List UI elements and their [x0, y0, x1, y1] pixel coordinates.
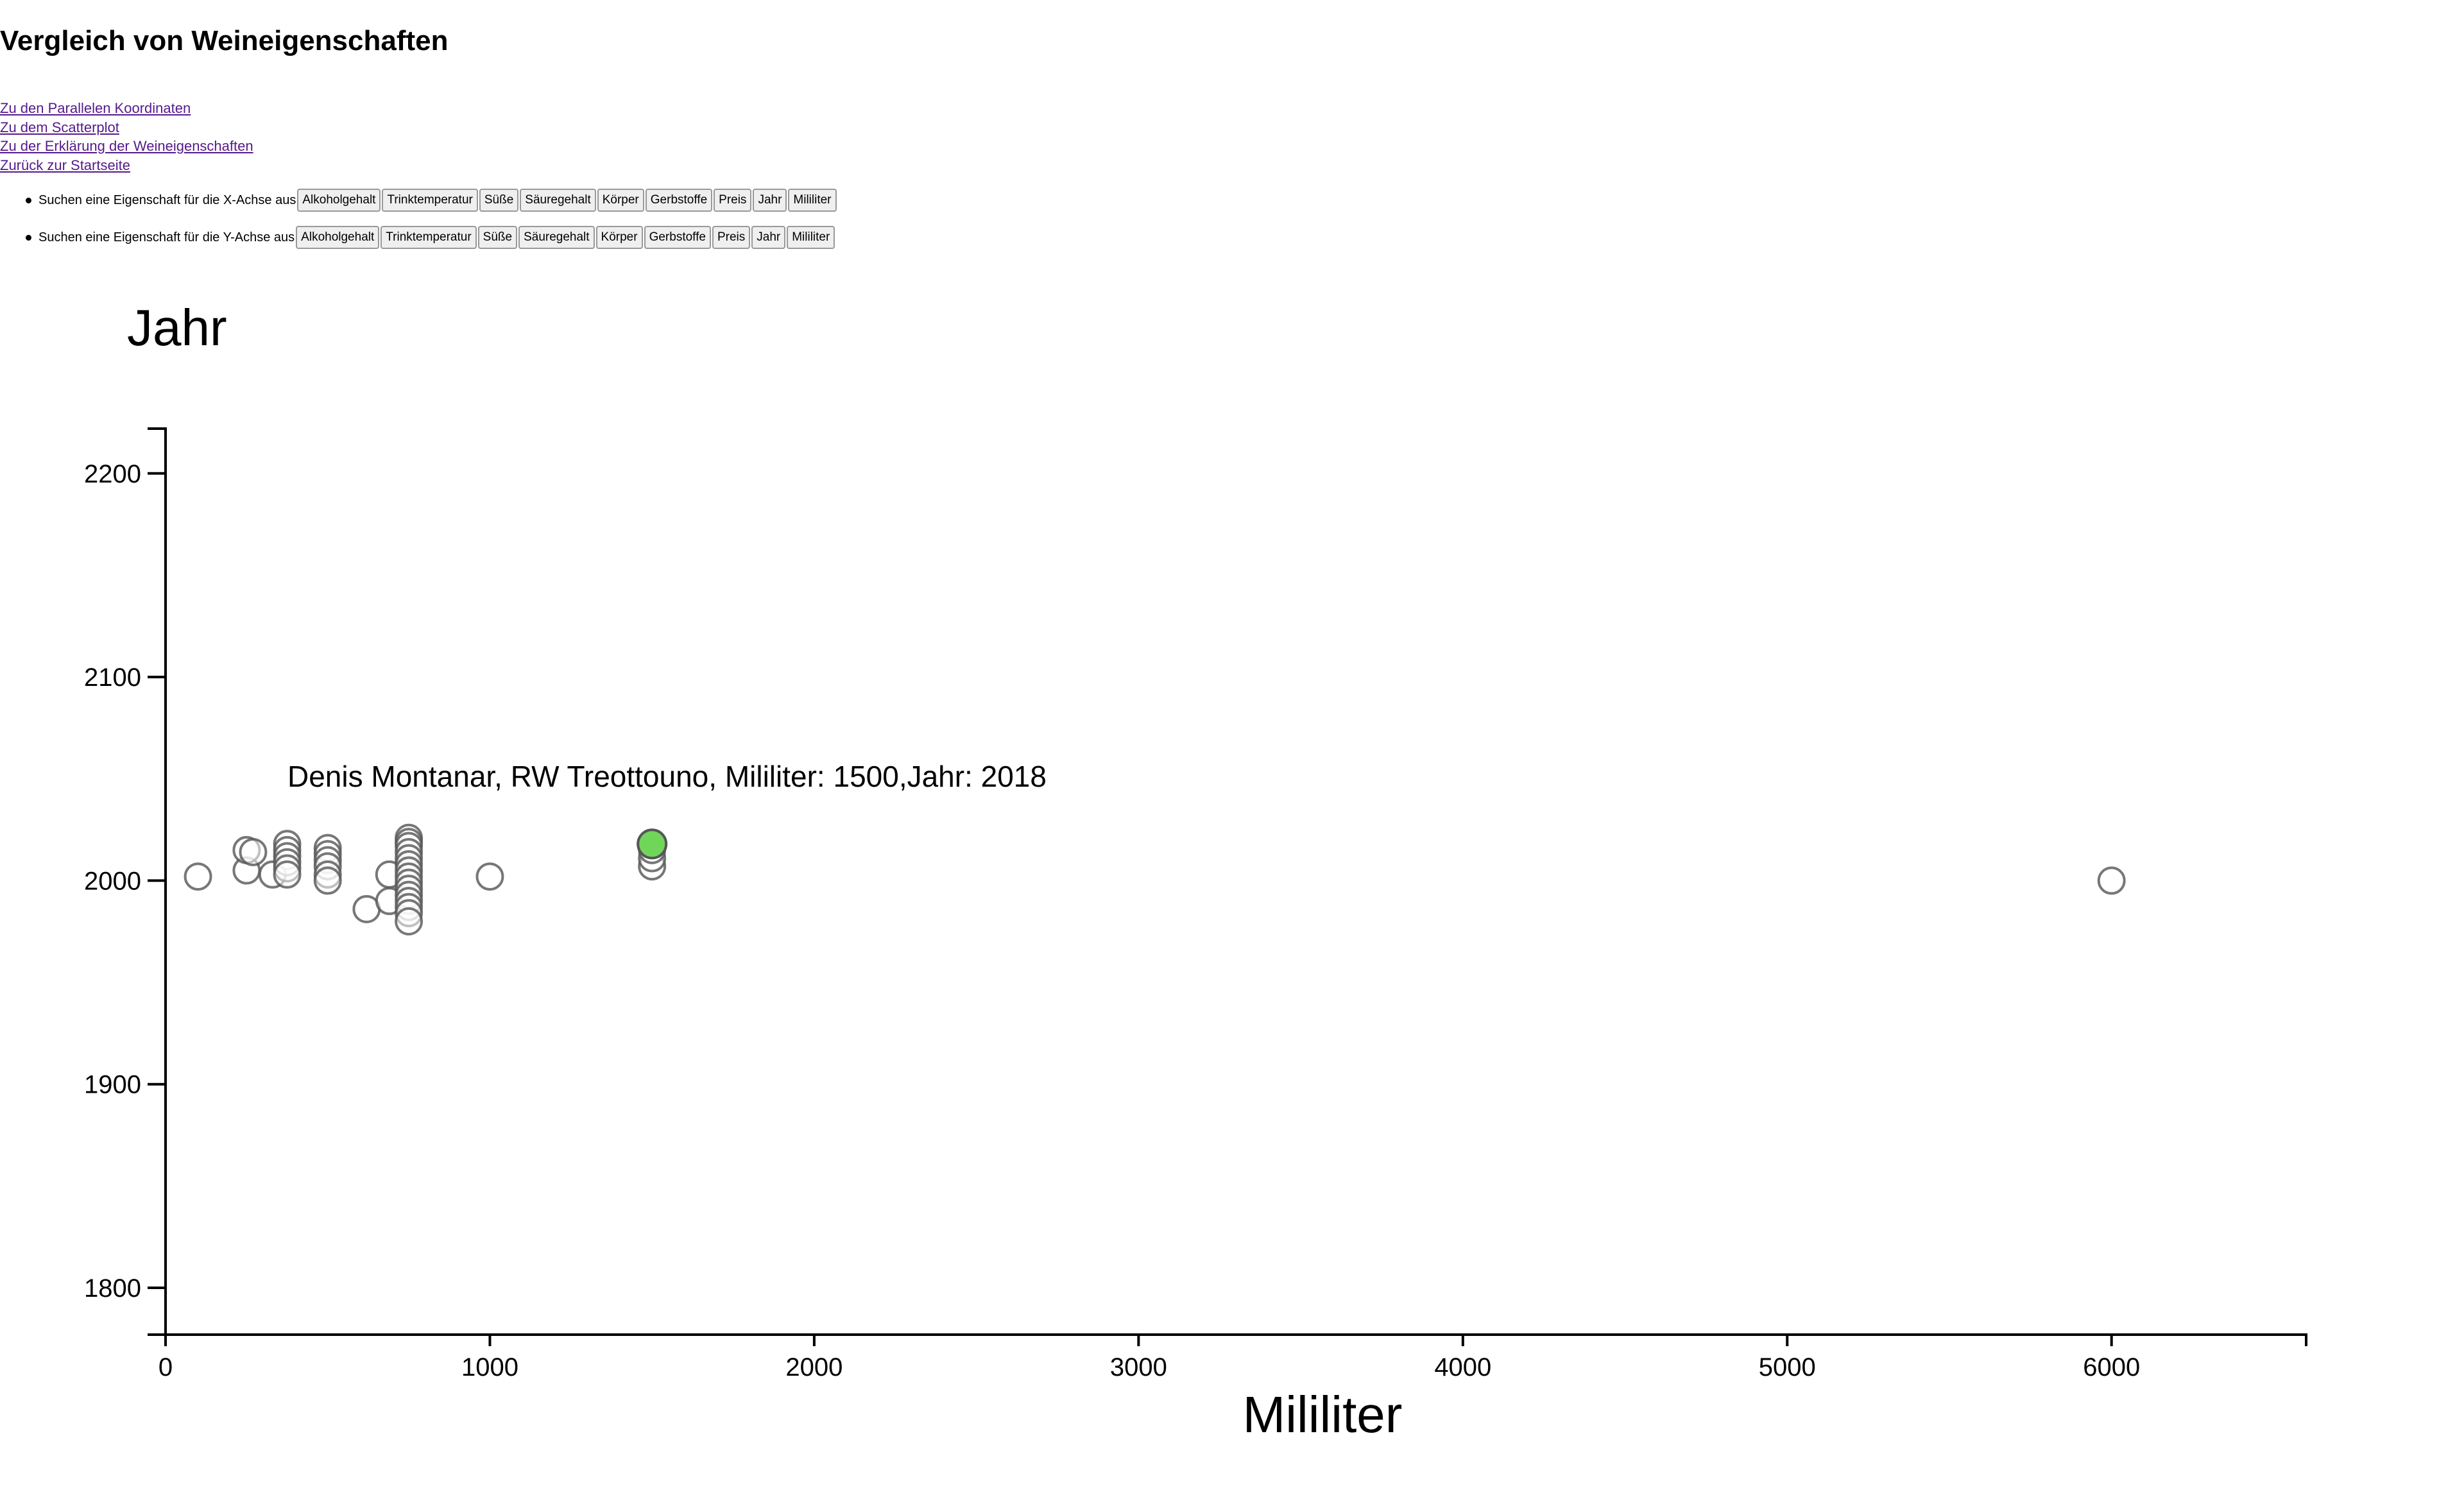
- link-wine-properties-explanation[interactable]: Zu der Erklärung der Weineigenschaften: [0, 138, 253, 154]
- y-axis-button-alkoholgehalt[interactable]: Alkoholgehalt: [296, 226, 380, 249]
- y-axis-picker-label: Suchen eine Eigenschaft für die Y-Achse …: [38, 230, 295, 244]
- nav-links: Zu den Parallelen Koordinaten Zu dem Sca…: [0, 99, 253, 175]
- y-axis-button-trinktemperatur[interactable]: Trinktemperatur: [381, 226, 477, 249]
- data-point[interactable]: [395, 907, 424, 936]
- y-axis-button-suesse[interactable]: Süße: [477, 226, 518, 249]
- data-point[interactable]: [184, 862, 212, 891]
- x-axis-button-trinktemperatur[interactable]: Trinktemperatur: [382, 189, 478, 212]
- data-point[interactable]: [273, 860, 302, 889]
- x-tick-label: 1000: [461, 1353, 518, 1381]
- x-axis-button-jahr[interactable]: Jahr: [753, 189, 787, 212]
- data-point[interactable]: [475, 862, 504, 891]
- link-back-to-home[interactable]: Zurück zur Startseite: [0, 157, 130, 173]
- y-tick-label: 1900: [84, 1071, 141, 1099]
- y-axis-button-koerper[interactable]: Körper: [595, 226, 643, 249]
- x-axis-picker: Suchen eine Eigenschaft für die X-Achse …: [0, 187, 838, 213]
- x-tick-label: 5000: [1759, 1353, 1816, 1381]
- y-axis-picker: Suchen eine Eigenschaft für die Y-Achse …: [0, 225, 838, 250]
- x-axis-button-koerper[interactable]: Körper: [597, 189, 644, 212]
- x-axis: 0 1000 2000 3000 4000 5000 6000: [158, 1333, 2307, 1381]
- y-tick-label: 2000: [84, 867, 141, 895]
- y-axis-button-preis[interactable]: Preis: [712, 226, 751, 249]
- x-axis-title: Mililiter: [1243, 1386, 1403, 1443]
- point-tooltip: Denis Montanar, RW Treottouno, Mililiter…: [287, 760, 1047, 793]
- x-axis-button-alkoholgehalt[interactable]: Alkoholgehalt: [297, 189, 381, 212]
- x-axis-button-mililiter[interactable]: Mililiter: [788, 189, 837, 212]
- y-tick-label: 2200: [84, 460, 141, 488]
- y-axis-button-jahr[interactable]: Jahr: [751, 226, 786, 249]
- x-tick-label: 3000: [1110, 1353, 1167, 1381]
- x-tick-label: 2000: [785, 1353, 843, 1381]
- y-tick-label: 2100: [84, 663, 141, 692]
- y-axis-button-saeuregehalt[interactable]: Säuregehalt: [518, 226, 595, 249]
- link-scatterplot[interactable]: Zu dem Scatterplot: [0, 119, 119, 135]
- axis-pickers: Suchen eine Eigenschaft für die X-Achse …: [0, 187, 838, 262]
- x-tick-label: 0: [158, 1353, 173, 1381]
- x-axis-button-gerbstoffe[interactable]: Gerbstoffe: [645, 189, 713, 212]
- y-axis-button-gerbstoffe[interactable]: Gerbstoffe: [644, 226, 711, 249]
- data-point[interactable]: [313, 866, 342, 895]
- x-axis-button-preis[interactable]: Preis: [714, 189, 752, 212]
- link-parallel-coordinates[interactable]: Zu den Parallelen Koordinaten: [0, 100, 191, 116]
- x-axis-picker-label: Suchen eine Eigenschaft für die X-Achse …: [38, 192, 296, 207]
- y-axis: 1800 1900 2000 2100 2200: [84, 427, 167, 1336]
- y-tick-label: 1800: [84, 1274, 141, 1303]
- x-tick-label: 4000: [1434, 1353, 1491, 1381]
- x-axis-line: [164, 1333, 2307, 1346]
- x-tick-label: 6000: [2083, 1353, 2140, 1381]
- data-point[interactable]: [2097, 866, 2126, 895]
- y-axis-button-mililiter[interactable]: Mililiter: [787, 226, 835, 249]
- x-axis-button-saeuregehalt[interactable]: Säuregehalt: [520, 189, 596, 212]
- highlighted-data-point[interactable]: [637, 828, 668, 860]
- data-point[interactable]: [239, 837, 268, 866]
- y-axis-title: Jahr: [127, 299, 227, 356]
- data-points: [184, 823, 2126, 936]
- x-axis-button-suesse[interactable]: Süße: [479, 189, 519, 212]
- page-title: Vergleich von Weineigenschaften: [0, 25, 449, 56]
